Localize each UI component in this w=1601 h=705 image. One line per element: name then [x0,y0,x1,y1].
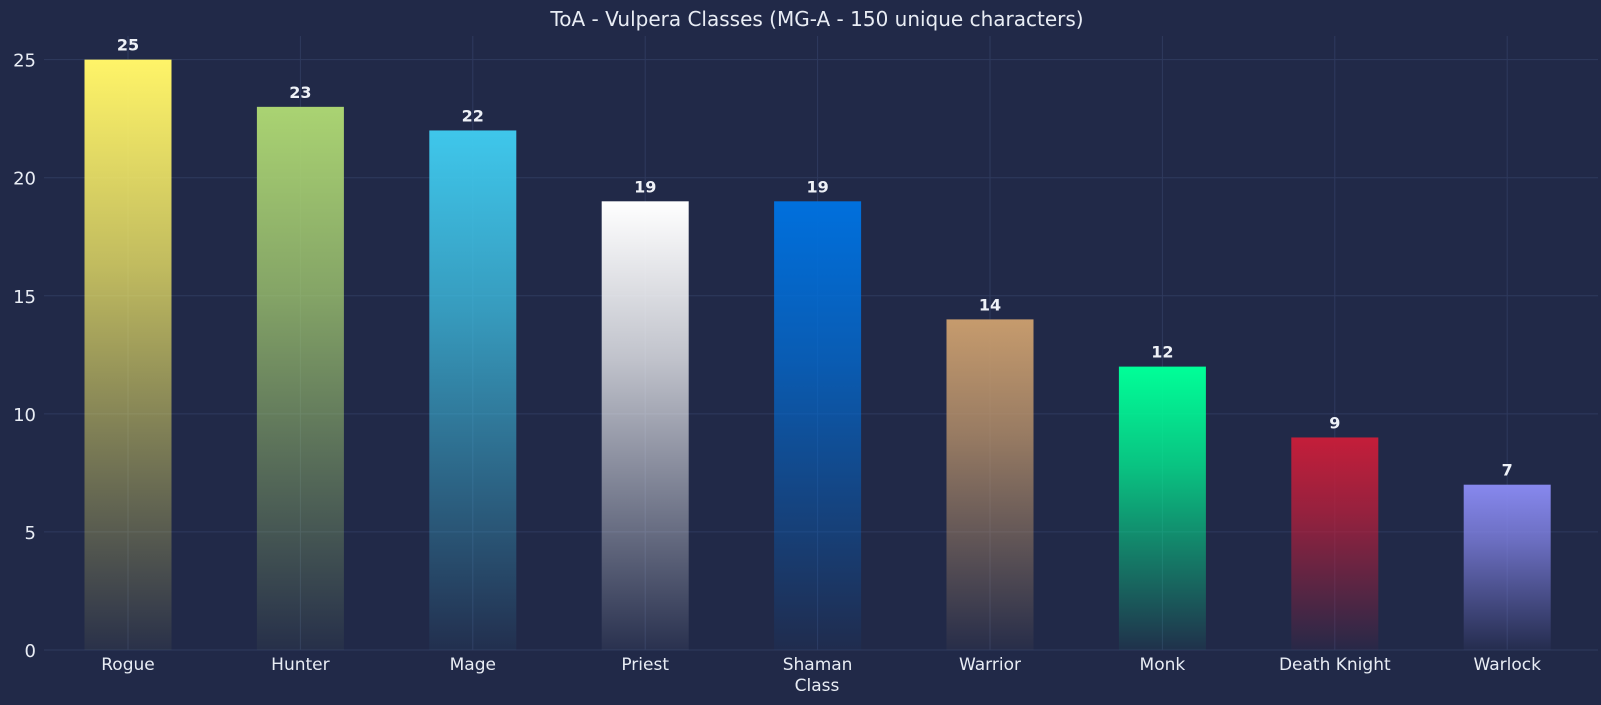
x-tick-label: Shaman [783,655,853,675]
bar-shaman [774,201,862,651]
bar-monk [1118,366,1206,650]
bar-death-knight [1291,437,1379,650]
bar-warrior [946,319,1034,650]
value-label: 19 [634,177,656,196]
bar-priest [601,201,689,651]
y-tick-label: 15 [13,287,36,308]
x-tick-label: Rogue [101,655,154,675]
value-label: 7 [1502,461,1513,480]
bars [84,59,1551,651]
value-label: 19 [806,177,828,196]
value-label: 25 [117,36,139,55]
value-label: 9 [1329,413,1340,432]
value-labels: 25 23 22 19 19 14 12 9 7 [117,36,1513,480]
bar-mage [429,130,517,650]
x-tick-label: Death Knight [1279,655,1391,675]
x-axis-label: Class [795,676,840,696]
y-tick-label: 0 [25,641,36,662]
bar-warlock [1463,484,1551,650]
x-tick-label: Priest [621,655,669,675]
value-label: 22 [462,106,484,125]
x-tick-label: Mage [450,655,496,675]
x-axis-ticks: Rogue Hunter Mage Priest Shaman Warrior Monk De… [101,655,1541,675]
x-tick-label: Warrior [959,655,1021,675]
bar-rogue [84,59,172,651]
y-tick-label: 25 [13,51,36,72]
value-label: 23 [289,83,311,102]
x-tick-label: Hunter [271,655,329,675]
y-tick-label: 20 [13,169,36,190]
x-tick-label: Monk [1140,655,1186,675]
y-tick-label: 5 [25,523,36,544]
x-tick-label: Warlock [1473,655,1541,675]
chart-title: ToA - Vulpera Classes (MG-A - 150 unique… [549,7,1083,31]
value-label: 14 [979,295,1001,314]
y-axis-ticks: 0 5 10 15 20 25 [13,51,36,662]
y-tick-label: 10 [13,405,36,426]
bar-hunter [256,106,344,651]
value-label: 12 [1151,343,1173,362]
